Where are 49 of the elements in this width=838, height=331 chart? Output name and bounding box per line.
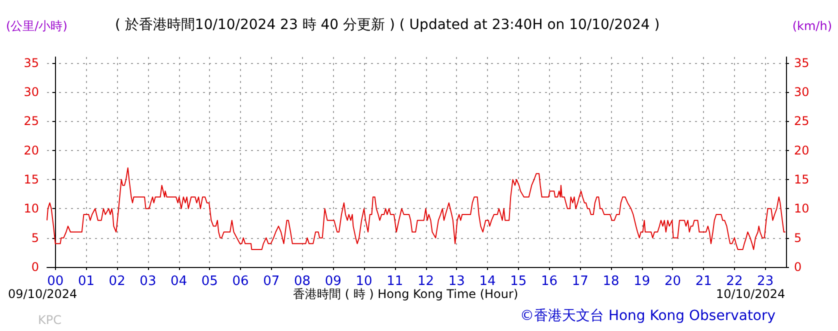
x-tick-label: 08 [294, 274, 311, 289]
x-tick-label: 01 [78, 274, 94, 289]
x-tick-label: 00 [47, 274, 64, 289]
x-tick-label: 07 [263, 274, 280, 289]
x-tick-label: 12 [417, 274, 434, 289]
x-tick-label: 16 [540, 274, 558, 289]
x-tick-label: 18 [602, 274, 620, 289]
y-tick-label: 35 [24, 56, 39, 70]
x-tick-label: 15 [510, 274, 527, 289]
x-tick-label: 05 [201, 274, 218, 289]
x-tick-label: 17 [572, 274, 588, 289]
line-series [46, 167, 786, 250]
y2-tick-label: 35 [794, 56, 810, 70]
y2-tick-label: 30 [794, 85, 810, 99]
y-tick-label: 5 [31, 230, 39, 245]
x-tick-label: 22 [726, 274, 743, 289]
y-tick-label: 0 [31, 260, 39, 274]
x-tick-label: 03 [140, 274, 156, 289]
x-tick-label: 19 [634, 274, 650, 289]
x-tick-label: 13 [448, 274, 465, 289]
x-tick-label: 23 [757, 274, 774, 289]
y2-tick-label: 25 [794, 114, 810, 128]
x-axis-title: 香港時間 ( 時 ) Hong Kong Time (Hour) [293, 287, 518, 301]
chart-title: ( 於香港時間10/10/2024 23 時 40 分更新 ) ( Updated at 23:40H on 10/10/2024 ) [115, 17, 660, 33]
x-tick-label: 14 [479, 274, 496, 289]
x-tick-label: 02 [108, 274, 126, 289]
x-tick-label: 21 [695, 274, 712, 289]
x-tick-label: 10 [356, 274, 372, 289]
y2-tick-label: 0 [794, 260, 802, 274]
y2-tick-label: 20 [794, 143, 810, 158]
x-tick-label: 20 [664, 274, 681, 289]
text: KPC [38, 313, 62, 327]
text: 09/10/2024 [8, 287, 78, 301]
y-tick-label: 20 [24, 143, 39, 158]
y-axis-title: (公里/小時) [6, 19, 68, 33]
y-tick-label: 30 [24, 85, 39, 99]
y-tick-label: 15 [24, 172, 39, 186]
text: ©香港天文台 Hong Kong Observatory [520, 308, 776, 324]
x-tick-label: 09 [324, 274, 342, 289]
x-tick-label: 06 [232, 274, 249, 289]
text: 10/10/2024 [716, 287, 786, 301]
x-tick-label: 04 [170, 274, 188, 289]
y-tick-label: 10 [24, 202, 39, 216]
y2-axis-title: (km/h) [792, 19, 832, 33]
x-tick-label: 11 [386, 274, 404, 289]
y2-tick-label: 5 [794, 230, 802, 245]
y2-tick-label: 15 [794, 172, 810, 186]
y2-tick-label: 10 [794, 202, 810, 216]
y-tick-label: 25 [24, 114, 39, 128]
